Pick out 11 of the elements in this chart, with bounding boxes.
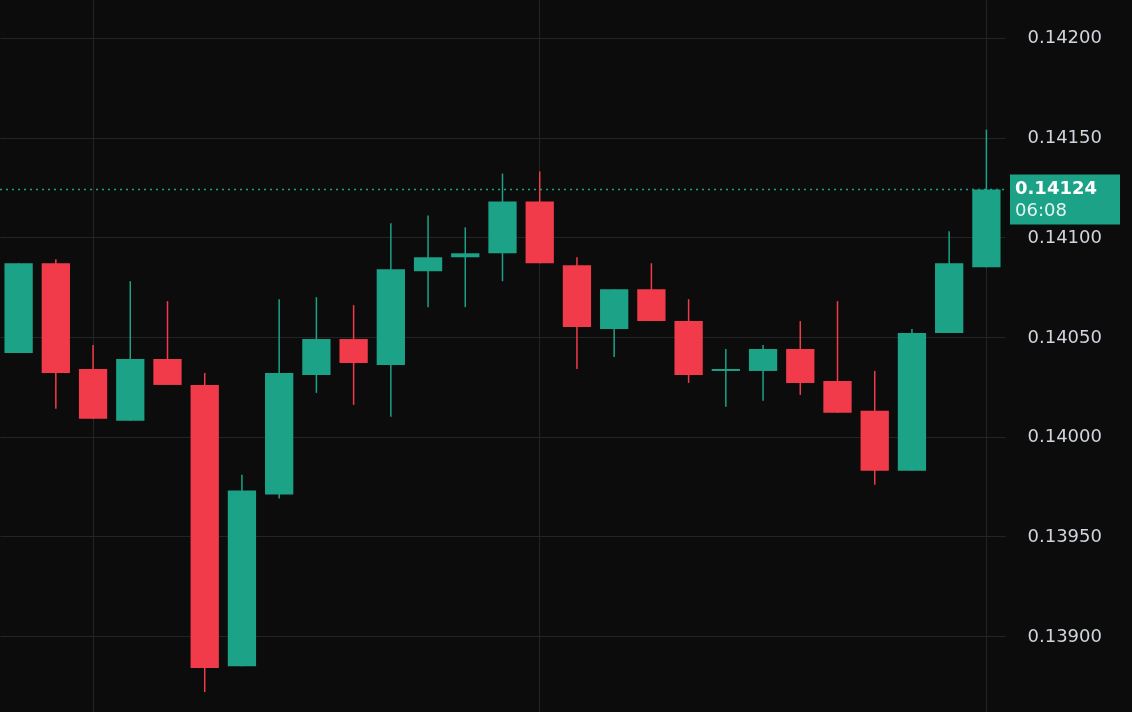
y-tick-label: 0.14200 [1027, 26, 1102, 48]
y-tick-label: 0.14000 [1027, 425, 1102, 447]
ref-line-label: 0.14124 [1015, 177, 1097, 199]
candlestick [451, 226, 480, 308]
y-tick-label: 0.13900 [1027, 624, 1102, 646]
y-tick-label: 0.13950 [1027, 524, 1102, 546]
y-tick-label: 0.14050 [1027, 325, 1102, 347]
text: 06:08 [1015, 199, 1067, 221]
y-tick-label: 0.14150 [1027, 126, 1102, 148]
candlestick [711, 348, 740, 408]
y-tick-label: 0.14100 [1027, 225, 1102, 247]
